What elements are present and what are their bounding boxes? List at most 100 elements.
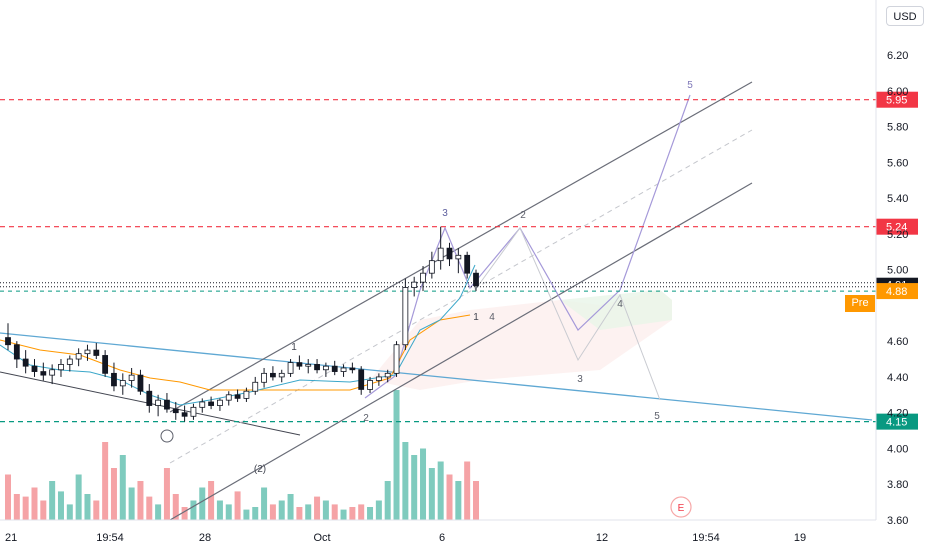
candle <box>146 384 153 413</box>
volume-bar <box>243 509 250 520</box>
candle <box>473 269 479 292</box>
horizontal-price-lines: 5.955.244.154.914.88 <box>0 91 918 430</box>
candle <box>31 359 38 377</box>
volume-bar <box>340 509 347 520</box>
volume-bars <box>5 390 479 520</box>
volume-bar <box>22 496 29 520</box>
y-tick-label: 6.00 <box>887 86 908 98</box>
candle <box>437 226 444 270</box>
volume-bar <box>40 500 47 520</box>
price-badge <box>876 218 918 235</box>
volume-bar <box>199 487 206 520</box>
volume-bar <box>93 500 100 520</box>
volume-bar <box>269 504 276 520</box>
x-tick-label: 21 <box>5 532 17 544</box>
volume-bar <box>225 504 232 520</box>
volume-bar <box>181 507 188 520</box>
volume-bar <box>252 507 259 520</box>
candle <box>402 278 409 351</box>
volume-bar <box>402 442 409 520</box>
earnings-label: E <box>678 503 685 514</box>
candle <box>217 398 223 411</box>
wave-label: 5 <box>687 80 693 91</box>
volume-bar <box>278 500 285 520</box>
volume-bar <box>455 481 462 520</box>
candle <box>111 362 117 392</box>
y-tick-label: 4.00 <box>887 443 908 455</box>
trend-lines <box>0 81 873 521</box>
candle <box>181 405 188 422</box>
volume-bar <box>110 468 117 520</box>
x-tick-label: 19:54 <box>96 532 124 544</box>
price-axis: 6.20 6.00 5.80 5.60 5.40 5.20 5.00 4.60 4.40 4.20… <box>875 0 908 527</box>
ichimoku-cloud <box>370 290 672 390</box>
pre-market-badge: Pre <box>845 295 875 312</box>
volume-bar <box>234 491 241 520</box>
candle <box>349 362 356 374</box>
volume-bar <box>155 504 162 520</box>
y-tick-label: 4.40 <box>887 372 908 384</box>
price-badge-label: 5.24 <box>886 222 907 234</box>
volume-bar <box>137 481 144 520</box>
candle <box>393 341 400 377</box>
price-badge <box>876 91 918 108</box>
volume-bar <box>163 468 170 520</box>
candle <box>93 342 100 360</box>
candle <box>119 373 126 395</box>
volume-bar <box>190 500 197 520</box>
candle <box>13 341 20 368</box>
candle <box>420 266 426 292</box>
y-tick-label: 5.00 <box>887 265 908 277</box>
wave-label: 5 <box>654 411 660 422</box>
candle <box>314 359 320 374</box>
volume-bar <box>437 461 444 520</box>
candle <box>278 369 285 383</box>
time-axis: 21 19:54 28 Oct 6 12 19:54 19 <box>0 519 876 544</box>
volume-bar <box>322 500 329 520</box>
x-tick-label: 6 <box>439 532 445 544</box>
candle <box>428 251 435 279</box>
volume-bar <box>349 507 356 520</box>
candle <box>5 323 11 351</box>
candle <box>49 364 56 385</box>
candle <box>261 367 267 388</box>
price-badge <box>876 413 918 430</box>
volume-bar <box>66 504 73 520</box>
earnings-marker[interactable]: E <box>670 496 692 518</box>
candle <box>270 366 276 381</box>
candle <box>243 387 250 402</box>
volume-bar <box>287 494 294 520</box>
candle <box>455 248 462 274</box>
volume-bar <box>428 468 435 520</box>
ghost-symbol <box>160 429 174 443</box>
volume-bar <box>84 494 91 520</box>
candle <box>137 369 144 395</box>
volume-bar <box>314 496 321 520</box>
candle <box>287 359 294 377</box>
volume-bar <box>261 487 268 520</box>
y-tick-label: 5.40 <box>887 193 908 205</box>
wave-label: 3 <box>577 374 583 385</box>
wave-label: 4 <box>489 312 495 323</box>
volume-bar <box>411 455 418 520</box>
candle <box>464 251 471 279</box>
y-tick-label: 3.60 <box>887 515 908 527</box>
volume-bar <box>331 504 338 520</box>
volume-bar <box>393 390 400 520</box>
volume-bar <box>446 474 453 520</box>
wave-label: 3 <box>442 208 448 219</box>
currency-button[interactable]: USD <box>886 6 924 26</box>
volume-bar <box>49 481 56 520</box>
candle <box>322 362 329 377</box>
candle <box>367 376 373 394</box>
y-tick-label: 3.80 <box>887 479 908 491</box>
volume-bar <box>13 494 20 520</box>
pre-market-price-badge <box>876 283 918 300</box>
volume-bar <box>102 442 109 520</box>
y-tick-label: 5.20 <box>887 229 908 241</box>
candle <box>199 398 206 413</box>
volume-bar <box>420 448 427 520</box>
candle <box>296 355 303 370</box>
x-tick-label: Oct <box>313 532 330 544</box>
